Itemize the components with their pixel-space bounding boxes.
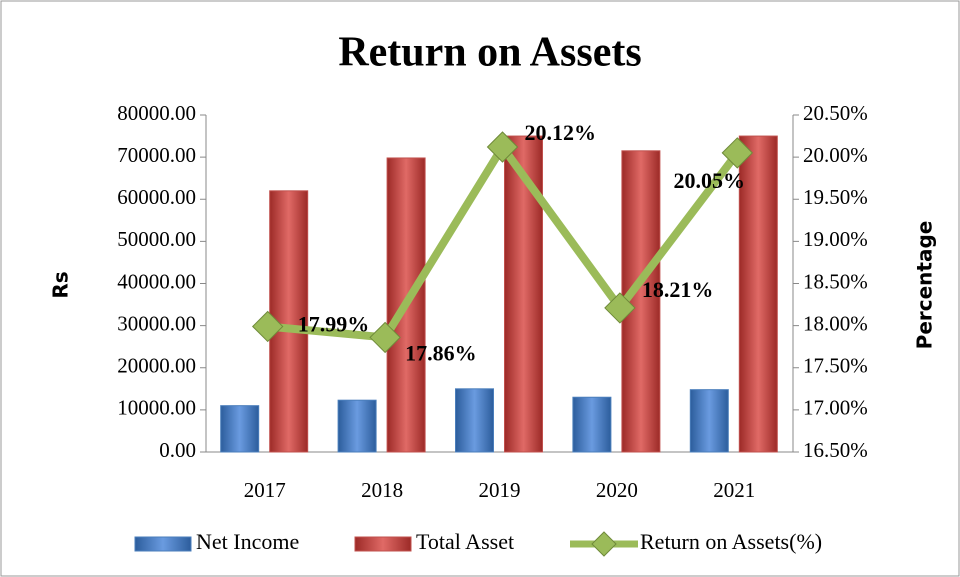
legend-label: Net Income [196,529,299,554]
y-tick-label: 70000.00 [117,143,196,167]
x-tick-label: 2020 [596,478,638,502]
y2-tick-label: 19.00% [803,227,868,251]
y2-tick-label: 17.50% [803,354,868,378]
y-tick-label: 20000.00 [117,354,196,378]
x-tick-label: 2018 [361,478,403,502]
marker [604,292,636,324]
y-tick-label: 10000.00 [117,396,196,420]
y-tick-label: 0.00 [159,438,196,462]
y2-tick-label: 18.00% [803,311,868,335]
legend-swatch [354,536,412,552]
y-tick-label: 40000.00 [117,269,196,293]
bar [504,135,543,453]
bar [572,396,612,453]
data-label: 17.99% [298,312,370,337]
x-tick-label: 2021 [713,478,755,502]
data-label: 20.05% [674,168,746,193]
x-tick-label: 2019 [479,478,521,502]
y-tick-label: 60000.00 [117,185,196,209]
y-axis-label: Rs [49,271,73,298]
data-label: 20.12% [525,120,597,145]
legend-marker [591,531,617,557]
bar [738,135,778,453]
y-tick-label: 30000.00 [117,311,196,335]
y2-tick-label: 17.00% [803,396,868,420]
marker [721,137,754,169]
marker [369,321,401,354]
bar [689,389,729,453]
data-label: 17.86% [405,340,477,365]
y2-tick-label: 20.00% [803,143,868,167]
y2-tick-label: 18.50% [803,269,868,293]
bar [220,405,260,453]
data-label: 18.21% [642,277,714,302]
x-tick-label: 2017 [244,478,286,502]
bar [337,399,377,453]
marker [251,310,284,343]
legend-label: Total Asset [416,529,514,554]
marker [486,131,519,163]
y-tick-label: 80000.00 [117,101,196,125]
chart-title: Return on Assets [338,30,641,76]
legend-label: Return on Assets(%) [640,529,822,554]
y-tick-label: 50000.00 [117,227,196,251]
bar [455,388,494,453]
y2-tick-label: 19.50% [803,185,868,209]
y2-tick-label: 20.50% [803,101,868,125]
legend-swatch [134,536,192,552]
y2-axis-label: Percentage [913,221,937,350]
y2-tick-label: 16.50% [803,438,868,462]
